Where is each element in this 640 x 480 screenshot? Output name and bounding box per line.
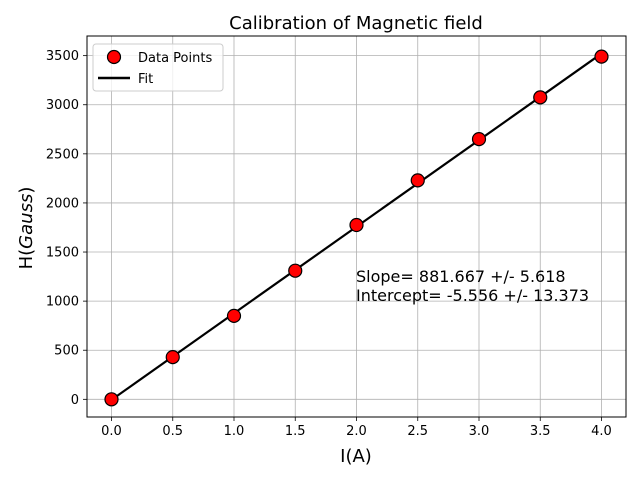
grid-lines <box>87 36 626 417</box>
y-tick-label: 0 <box>71 393 79 408</box>
data-point <box>104 392 119 407</box>
x-tick-label: 3.0 <box>469 424 490 439</box>
data-point <box>533 90 548 105</box>
y-axis-label-prefix: H( <box>16 249 37 270</box>
x-axis-label: I(A) <box>340 446 372 467</box>
data-point <box>165 350 180 365</box>
data-point <box>349 217 364 233</box>
legend-data-points-label: Data Points <box>138 51 212 66</box>
x-axis-ticks: 0.0 0.5 1.0 1.5 2.0 2.5 3.0 3.5 4.0 <box>101 417 612 439</box>
x-tick-label: 2.0 <box>346 424 367 439</box>
x-tick-label: 1.0 <box>224 424 245 439</box>
y-axis-label-italic: Gauss <box>16 194 37 249</box>
annotation-intercept: Intercept= -5.556 +/- 13.373 <box>356 286 589 305</box>
y-tick-label: 1000 <box>46 295 79 310</box>
x-tick-label: 2.5 <box>407 424 428 439</box>
y-axis-label-suffix: ) <box>16 187 37 194</box>
y-tick-label: 2500 <box>46 147 79 162</box>
y-tick-label: 3000 <box>46 98 79 113</box>
y-tick-label: 3500 <box>46 49 79 64</box>
data-point <box>226 308 242 323</box>
y-axis-label: H(Gauss) <box>16 187 37 270</box>
x-tick-label: 1.5 <box>285 424 306 439</box>
y-tick-label: 500 <box>54 344 79 359</box>
data-points-layer <box>104 49 609 407</box>
y-tick-label: 1500 <box>46 246 79 261</box>
legend: Data Points Fit <box>92 43 224 92</box>
x-tick-label: 4.0 <box>591 424 612 439</box>
data-point <box>288 263 303 278</box>
data-point <box>594 49 609 64</box>
y-tick-label: 2000 <box>46 196 79 211</box>
data-point <box>471 132 487 147</box>
y-axis-ticks: 0 500 1000 1500 2000 2500 3000 3500 <box>46 49 87 408</box>
x-tick-label: 0.0 <box>101 424 122 439</box>
data-point <box>410 173 425 188</box>
annotation-slope: Slope= 881.667 +/- 5.618 <box>356 267 566 286</box>
chart-title: Calibration of Magnetic field <box>229 13 483 34</box>
legend-data-points-marker <box>106 49 122 65</box>
x-tick-label: 3.5 <box>530 424 551 439</box>
legend-fit-label: Fit <box>138 72 153 87</box>
x-tick-label: 0.5 <box>162 424 183 439</box>
